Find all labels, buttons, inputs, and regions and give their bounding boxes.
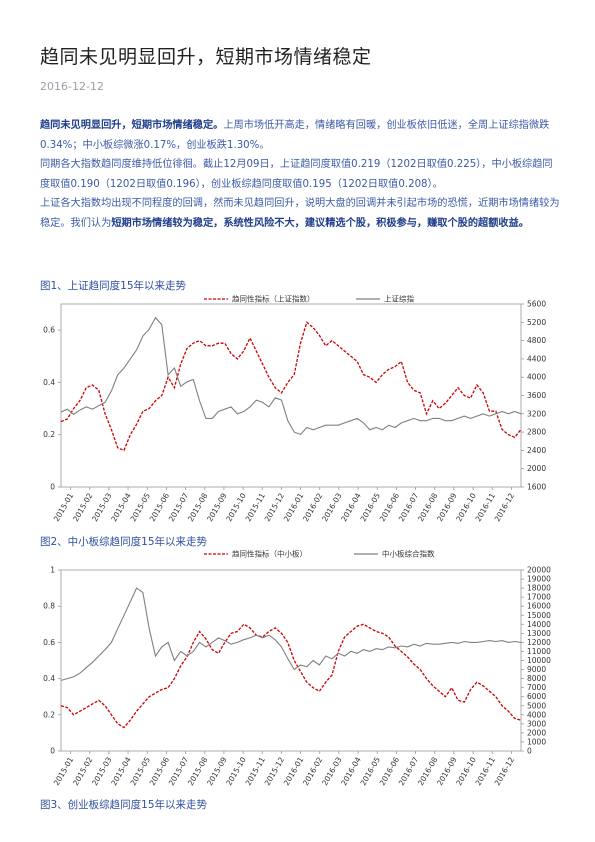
right-tick-label: 12000 bbox=[527, 638, 551, 647]
article-title: 趋同未见明显回升，短期市场情绪稳定 bbox=[40, 46, 372, 68]
right-tick-label: 2800 bbox=[527, 428, 546, 437]
right-tick-label: 3600 bbox=[527, 391, 546, 400]
left-tick-label: 0.2 bbox=[43, 710, 55, 719]
intro-paragraph-3: 上证各大指数均出现不同程度的回调，然而未见趋同回升，说明大盘的回调并未引起市场的… bbox=[40, 194, 562, 233]
legend-label-0: 趋同性指标（上证指数） bbox=[232, 294, 315, 304]
right-tick-label: 15000 bbox=[527, 611, 551, 620]
intro-paragraph-2: 同期各大指数趋同度维持低位徘徊。截止12月09日，上证趋同度取值0.219（12… bbox=[40, 159, 553, 190]
right-tick-label: 1000 bbox=[527, 737, 546, 746]
legend-label-0: 趋同性指标（中小板） bbox=[232, 549, 307, 559]
right-tick-label: 14000 bbox=[527, 620, 551, 629]
intro-p3-conclusion: 短期市场情绪较为稳定，系统性风险不大，建议精选个股，积极参与，赚取个股的超额收益… bbox=[111, 217, 529, 229]
left-tick-label: 0.6 bbox=[43, 326, 55, 335]
left-tick-label: 0.4 bbox=[43, 378, 55, 387]
intro-lead-bold: 趋同未见明显回升，短期市场情绪稳定。 bbox=[40, 120, 224, 131]
right-tick-label: 2400 bbox=[527, 446, 546, 455]
figure-3-caption: 图3、创业板综趋同度15年以来走势 bbox=[40, 799, 208, 811]
left-tick-label: 0.8 bbox=[43, 602, 55, 611]
right-tick-label: 4400 bbox=[527, 354, 546, 363]
series-line-1 bbox=[60, 587, 522, 681]
right-tick-label: 2000 bbox=[527, 728, 546, 737]
right-tick-label: 19000 bbox=[527, 575, 551, 584]
legend-label-1: 中小板综合指数 bbox=[382, 549, 435, 559]
right-tick-label: 0 bbox=[527, 747, 532, 756]
series-line-0 bbox=[60, 623, 522, 729]
legend-label-1: 上证综指 bbox=[384, 294, 414, 304]
right-tick-label: 1600 bbox=[527, 483, 546, 492]
figure-1-caption: 图1、上证趋同度15年以来走势 bbox=[40, 280, 187, 292]
right-tick-label: 8000 bbox=[527, 674, 546, 683]
right-tick-label: 5200 bbox=[527, 318, 546, 327]
left-tick-label: 0.6 bbox=[43, 638, 55, 647]
figure-1-chart: 0 0.2 0.4 0.6 1600 2000 2400 2800 3200 3600 4000 44… bbox=[36, 294, 562, 526]
intro-p3-text: 上证各大指数均出现不同程度的回调，然而未见趋同回升，说明大盘的回调并未引起市场的… bbox=[40, 198, 560, 229]
right-tick-label: 13000 bbox=[527, 629, 551, 638]
series-line-0 bbox=[60, 321, 522, 452]
right-tick-label: 11000 bbox=[527, 647, 551, 656]
right-tick-label: 9000 bbox=[527, 665, 546, 674]
article-intro: 趋同未见明显回升，短期市场情绪稳定。上周市场低开高走，情绪略有回暖，创业板依旧低… bbox=[40, 116, 562, 233]
chart-2-svg: 00.20.40.60.8101000200030004000500060007… bbox=[43, 549, 551, 787]
left-tick-label: 0.4 bbox=[43, 674, 55, 683]
right-tick-label: 6000 bbox=[527, 692, 546, 701]
right-tick-label: 5000 bbox=[527, 701, 546, 710]
right-tick-label: 17000 bbox=[527, 593, 551, 602]
right-tick-label: 4000 bbox=[527, 373, 546, 382]
right-tick-label: 16000 bbox=[527, 602, 551, 611]
right-tick-label: 18000 bbox=[527, 584, 551, 593]
intro-paragraph-1: 趋同未见明显回升，短期市场情绪稳定。上周市场低开高走，情绪略有回暖，创业板依旧低… bbox=[40, 116, 562, 155]
intro-lead-rest: 上周市场低开高走，情绪略有回暖，创业板依旧低迷，全周上证综指微跌0.34%；中小… bbox=[40, 120, 550, 151]
left-tick-label: 0.2 bbox=[43, 430, 55, 439]
article-date: 2016-12-12 bbox=[40, 80, 104, 93]
right-tick-label: 4000 bbox=[527, 710, 546, 719]
right-tick-label: 20000 bbox=[527, 566, 551, 575]
chart-1-svg: 0 0.2 0.4 0.6 1600 2000 2400 2800 3200 3600 4000 44… bbox=[43, 294, 546, 523]
plot-frame bbox=[60, 303, 522, 488]
left-tick-label: 0 bbox=[50, 747, 55, 756]
series-line-1 bbox=[60, 316, 522, 436]
right-tick-label: 4800 bbox=[527, 336, 546, 345]
plot-frame bbox=[60, 569, 522, 752]
right-tick-label: 2000 bbox=[527, 464, 546, 473]
figure-2-caption: 图2、中小板综趋同度15年以来走势 bbox=[40, 536, 208, 548]
left-tick-label: 1 bbox=[50, 566, 55, 575]
figure-2-chart: 0 0.2 0.4 0.6 0.8 1 0 1000 2000 3000 4000 5000 6000 7… bbox=[36, 548, 562, 788]
right-tick-label: 5600 bbox=[527, 300, 546, 309]
right-tick-label: 3000 bbox=[527, 719, 546, 728]
right-tick-label: 10000 bbox=[527, 656, 551, 665]
right-tick-label: 7000 bbox=[527, 683, 546, 692]
left-tick-label: 0 bbox=[50, 483, 55, 492]
right-tick-label: 3200 bbox=[527, 409, 546, 418]
